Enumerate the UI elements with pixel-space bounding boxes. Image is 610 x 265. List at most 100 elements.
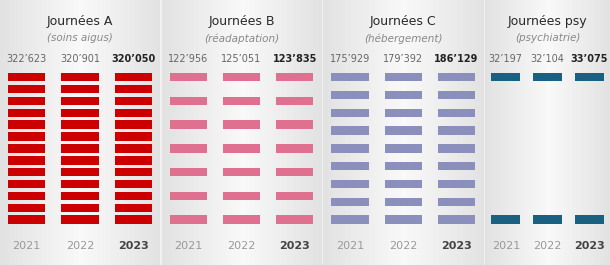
Bar [162,0,164,265]
Bar [8,204,45,212]
Bar [132,0,134,265]
Bar [110,0,112,265]
Bar [276,120,314,129]
Bar [185,0,188,265]
Bar [371,0,374,265]
Bar [343,0,346,265]
Bar [32,0,35,265]
Bar [594,0,597,265]
Bar [298,0,300,265]
Bar [38,0,40,265]
Bar [22,0,24,265]
Bar [331,144,368,153]
Bar [429,0,432,265]
Bar [4,0,7,265]
Text: 320’050: 320’050 [111,54,156,64]
Bar [516,0,518,265]
Bar [61,180,99,188]
Bar [325,0,328,265]
Bar [235,0,238,265]
Bar [438,91,475,99]
Bar [505,0,508,265]
Bar [246,0,248,265]
Bar [475,0,478,265]
Bar [453,0,456,265]
Bar [384,180,422,188]
Bar [485,0,487,265]
Bar [449,0,452,265]
Bar [331,180,368,188]
Bar [549,0,551,265]
Bar [223,215,260,224]
Bar [403,0,406,265]
Bar [262,0,264,265]
Text: 2023: 2023 [279,241,310,251]
Bar [537,0,539,265]
Bar [395,0,398,265]
Bar [409,0,412,265]
Bar [115,73,152,81]
Bar [591,0,594,265]
Text: 33’075: 33’075 [570,54,608,64]
Text: 2023: 2023 [441,241,472,251]
Bar [152,0,154,265]
Bar [196,0,198,265]
Bar [136,0,138,265]
Bar [438,198,475,206]
Bar [115,132,152,141]
Bar [206,0,208,265]
Text: Journées A: Journées A [47,15,113,28]
Text: 186’129: 186’129 [434,54,479,64]
Bar [115,97,152,105]
Bar [393,0,396,265]
Bar [8,73,45,81]
Bar [350,0,352,265]
Bar [552,0,554,265]
Bar [598,0,600,265]
Bar [347,0,350,265]
Bar [86,0,88,265]
Bar [287,0,290,265]
Bar [61,85,99,93]
Bar [223,144,260,153]
Bar [115,215,152,224]
Bar [384,109,422,117]
Bar [176,0,178,265]
Text: (psychiatrie): (psychiatrie) [515,33,580,43]
Bar [518,0,520,265]
Bar [58,0,60,265]
Bar [507,0,509,265]
Bar [276,168,314,176]
Bar [543,0,545,265]
Bar [320,0,322,265]
Bar [52,0,54,265]
Text: 2022: 2022 [389,241,417,251]
Bar [533,73,562,81]
Bar [178,0,180,265]
Bar [218,0,220,265]
Bar [122,0,124,265]
Bar [513,0,515,265]
Bar [337,0,340,265]
Bar [577,0,580,265]
Bar [290,0,292,265]
Bar [8,85,45,93]
Bar [146,0,148,265]
Bar [295,0,298,265]
Bar [333,0,336,265]
Bar [499,0,501,265]
Bar [401,0,404,265]
Bar [304,0,306,265]
Bar [276,144,314,153]
Bar [387,0,390,265]
Bar [223,73,260,81]
Bar [201,0,204,265]
Bar [431,0,434,265]
Bar [78,0,81,265]
Bar [438,126,475,135]
Bar [8,0,10,265]
Bar [30,0,32,265]
Bar [226,0,228,265]
Bar [224,0,226,265]
Bar [115,144,152,153]
